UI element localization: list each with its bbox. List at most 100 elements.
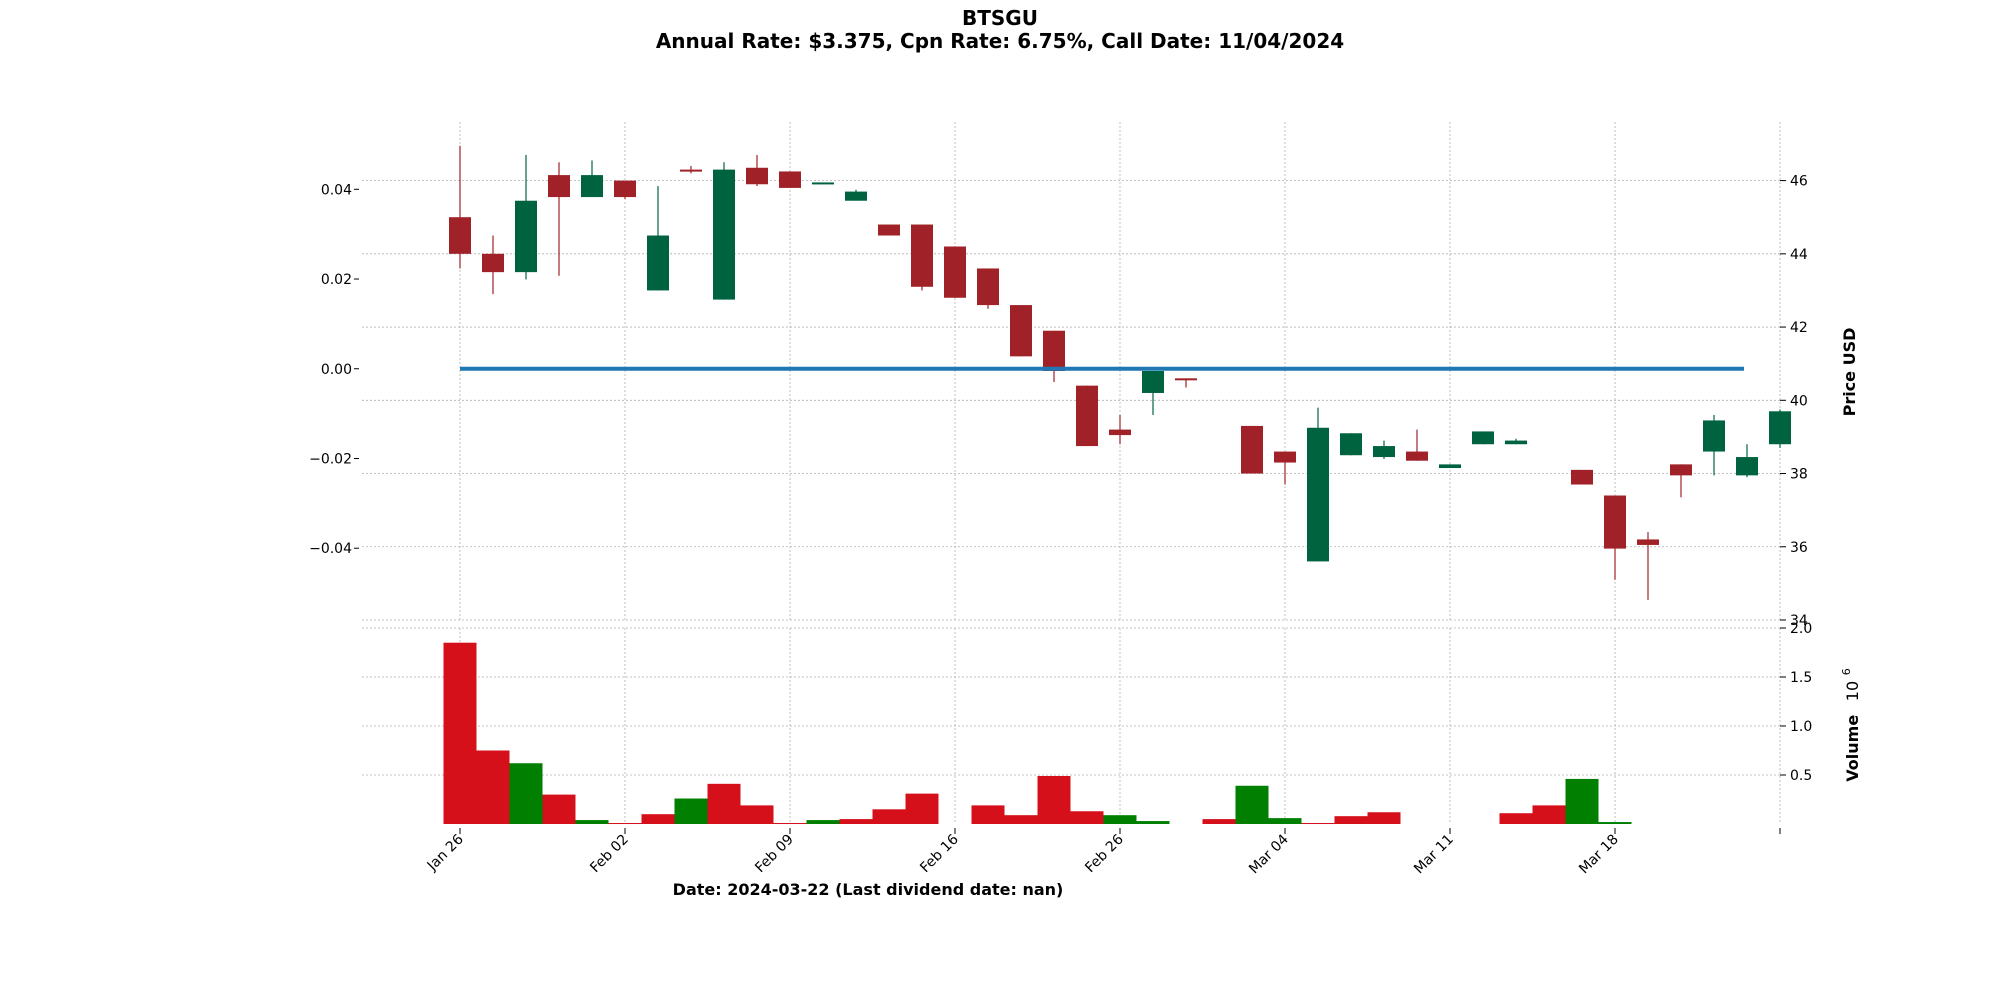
candle-body: [515, 200, 537, 273]
candle-body: [977, 268, 999, 306]
candle-body: [1109, 429, 1131, 436]
chart-subtitle: Annual Rate: $3.375, Cpn Rate: 6.75%, Ca…: [655, 29, 1345, 53]
x-tick-label: Feb 16: [917, 831, 962, 876]
candle: [779, 171, 801, 188]
candle: [1076, 385, 1098, 447]
price-axis-tick-label: 42: [1790, 320, 1808, 336]
x-tick-label: Mar 11: [1411, 832, 1457, 878]
chart-title: BTSGU: [962, 6, 1038, 30]
volume-axis-tick-label: 1.0: [1790, 719, 1812, 735]
left-axis-tick-label: −0.04: [309, 541, 352, 557]
candle-body: [713, 169, 735, 300]
candle-body: [1670, 464, 1692, 476]
volume-bar: [1598, 822, 1632, 824]
price-axis-tick-label: 44: [1790, 247, 1808, 263]
candle-body: [1043, 330, 1065, 371]
candle: [647, 186, 669, 291]
x-axis-label: Date: 2024-03-22 (Last dividend date: na…: [673, 880, 1064, 899]
candle-body: [647, 235, 669, 291]
candle-body: [944, 246, 966, 298]
volume-bar: [509, 763, 543, 824]
left-axis-tick-label: 0.00: [321, 362, 352, 378]
volume-bar: [1268, 818, 1302, 824]
volume-bar: [1202, 819, 1236, 824]
candle: [1340, 433, 1362, 456]
volume-bar: [1136, 821, 1170, 824]
volume-bar: [674, 798, 708, 824]
candle-body: [1736, 457, 1758, 476]
candle-body: [812, 182, 834, 185]
x-tick-label: Feb 02: [587, 832, 632, 877]
x-tick-label: Jan 26: [424, 831, 467, 874]
candle-body: [614, 180, 636, 198]
candle: [680, 165, 702, 174]
price-axis-tick-label: 36: [1790, 540, 1808, 556]
volume-bar: [905, 793, 939, 824]
price-axis-tick-label: 46: [1790, 174, 1808, 190]
volume-bar: [872, 809, 906, 824]
candle: [614, 180, 636, 199]
candles: [449, 145, 1791, 600]
candle-body: [1076, 385, 1098, 447]
left-axis-tick-label: 0.02: [321, 272, 352, 288]
candle: [1472, 431, 1494, 445]
candle-body: [548, 175, 570, 198]
candle: [1241, 425, 1263, 474]
candle-body: [1703, 420, 1725, 452]
volume-bar: [1235, 785, 1269, 824]
candle: [944, 246, 966, 298]
volume-bar: [707, 783, 741, 824]
candle-body: [1274, 451, 1296, 463]
price-axis-tick-label: 38: [1790, 467, 1808, 483]
x-tick-label: Mar 04: [1246, 831, 1292, 877]
candle-body: [1406, 451, 1428, 461]
candle-body: [1175, 378, 1197, 381]
candle-body: [911, 224, 933, 287]
volume-bar: [1103, 815, 1137, 824]
grid-lines: [362, 122, 1781, 824]
candle-body: [449, 217, 471, 254]
candle: [1670, 464, 1692, 498]
candle: [1043, 330, 1065, 382]
left-axis-tick-label: −0.02: [309, 451, 352, 467]
price-axis-tick-label: 34: [1790, 613, 1808, 629]
candle: [449, 145, 471, 269]
candle: [1505, 438, 1527, 445]
volume-bar: [1004, 815, 1038, 824]
candle: [1406, 429, 1428, 461]
candle: [878, 224, 900, 236]
volume-bar: [1565, 778, 1599, 824]
candle: [1637, 532, 1659, 600]
volume-bar: [1499, 813, 1533, 824]
volume-bar: [1301, 823, 1335, 825]
candle: [581, 160, 603, 198]
candle: [746, 154, 768, 187]
volume-bar: [1334, 816, 1368, 824]
volume-bar: [806, 820, 840, 824]
candle: [812, 182, 834, 185]
volume-bar: [740, 805, 774, 824]
candle: [1769, 409, 1791, 448]
volume-axis-label-text: Volume: [1843, 715, 1862, 782]
candle-body: [1373, 446, 1395, 458]
candle: [1274, 451, 1296, 485]
candle-body: [581, 175, 603, 198]
volume-bar: [542, 794, 576, 824]
candle: [845, 189, 867, 201]
volume-bar: [971, 805, 1005, 824]
price-axis-tick-label: 40: [1790, 393, 1808, 409]
volume-bar: [443, 642, 477, 824]
volume-axis-exponent: 6: [1840, 668, 1853, 675]
volume-bar: [608, 823, 642, 825]
candle-body: [1637, 539, 1659, 545]
x-tick-label: Feb 26: [1082, 831, 1127, 876]
left-axis: 0.04 0.02 0.00 −0.02 −0.04: [309, 182, 359, 557]
candle-body: [779, 171, 801, 188]
candle-body: [1439, 464, 1461, 469]
candle-body: [1010, 305, 1032, 357]
volume-bar: [476, 750, 510, 824]
candle-body: [845, 191, 867, 201]
x-axis-ticks: Jan 26 Feb 02 Feb 09 Feb 16 Feb 26 Mar 04 Mar …: [424, 828, 1781, 878]
candle-body: [1340, 433, 1362, 456]
